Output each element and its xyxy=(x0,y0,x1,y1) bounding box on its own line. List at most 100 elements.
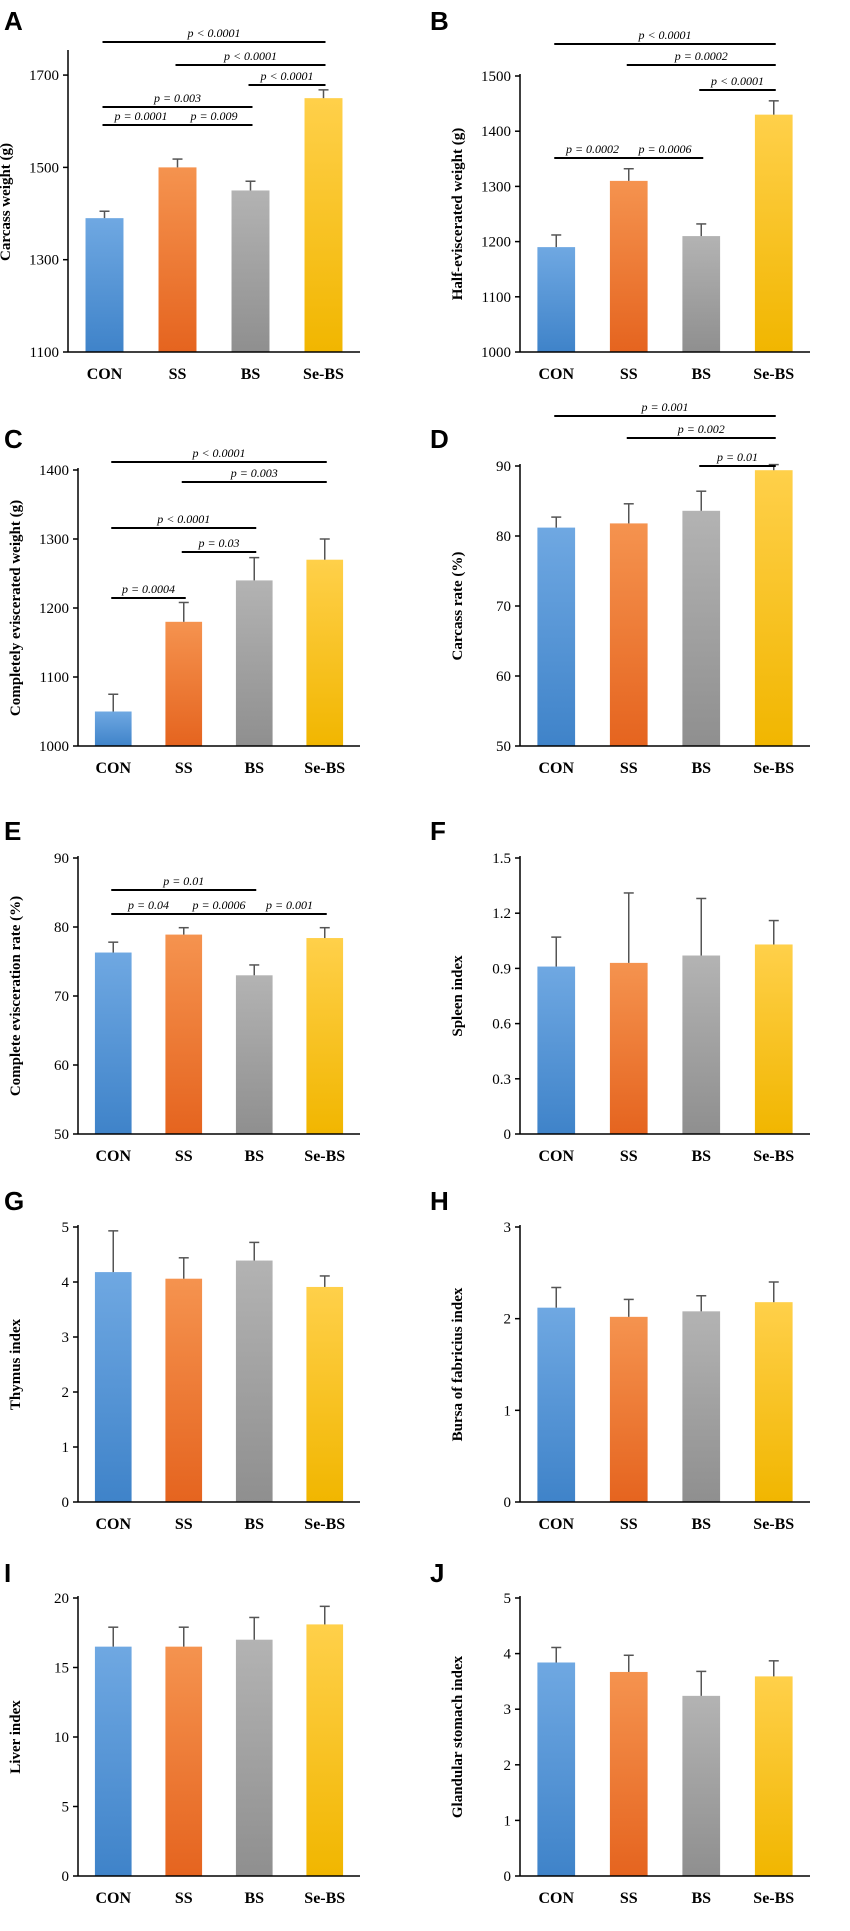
x-tick-label: SS xyxy=(175,1516,193,1533)
error-bar xyxy=(318,89,329,99)
x-tick-label: CON xyxy=(538,366,574,383)
error-bar xyxy=(768,100,779,115)
y-tick-label: 1300 xyxy=(481,179,511,195)
error-bar xyxy=(249,964,260,976)
panel-letter: F xyxy=(430,816,446,846)
error-bar xyxy=(623,167,634,181)
y-tick-label: 1100 xyxy=(40,670,69,686)
panel-j: J Glandular stomach index 0 1 2 3 4 5 CON SS BS Se-… xyxy=(430,1558,810,1907)
y-tick-label: 60 xyxy=(54,1058,69,1074)
significance-bracket: p = 0.003 xyxy=(181,466,327,483)
x-tick-label: SS xyxy=(175,760,193,777)
y-tick-label: 1700 xyxy=(29,68,59,84)
panel-letter: C xyxy=(4,424,23,454)
error-bar xyxy=(768,1660,779,1677)
p-value-label: p = 0.0006 xyxy=(637,142,691,156)
y-tick-label: 3 xyxy=(62,1330,70,1346)
bar-bs xyxy=(682,510,721,746)
p-value-label: p = 0.03 xyxy=(197,536,239,550)
y-tick-label: 1200 xyxy=(39,601,69,617)
panel-b: B Half-eviscerated weight (g) 1000 1100 1200… xyxy=(430,6,810,383)
y-tick-label: 1500 xyxy=(29,160,59,176)
significance-bracket: p = 0.0002 xyxy=(554,142,631,159)
x-tick-label: SS xyxy=(175,1148,193,1165)
error-bar xyxy=(768,919,779,945)
bar-se-bs xyxy=(754,470,793,746)
y-axis-label: Completely eviscerated weight (g) xyxy=(8,500,24,716)
y-axis-label: Thymus index xyxy=(8,1318,24,1410)
y-axis-label: Carcass weight (g) xyxy=(0,143,14,261)
panel-letter: I xyxy=(4,1558,11,1588)
y-tick-label: 1 xyxy=(62,1440,70,1456)
bar-ss xyxy=(165,621,203,746)
error-bar xyxy=(249,1616,260,1640)
error-bar xyxy=(319,538,330,560)
bar-bs xyxy=(682,236,721,352)
x-tick-label: CON xyxy=(538,760,574,777)
y-tick-label: 1200 xyxy=(481,235,511,251)
bar-ss xyxy=(165,1278,203,1502)
y-tick-label: 2 xyxy=(504,1312,512,1328)
bar-se-bs xyxy=(754,1302,793,1502)
y-tick-label: 70 xyxy=(496,599,511,615)
bar-con xyxy=(537,527,576,746)
p-value-label: p = 0.01 xyxy=(162,874,204,888)
p-value-label: p = 0.0002 xyxy=(674,49,728,63)
x-tick-label: CON xyxy=(95,1148,131,1165)
p-value-label: p = 0.0006 xyxy=(191,898,245,912)
y-tick-label: 4 xyxy=(62,1275,70,1291)
y-tick-label: 1 xyxy=(504,1813,512,1829)
p-value-label: p = 0.01 xyxy=(716,450,758,464)
x-tick-label: BS xyxy=(691,1890,711,1907)
error-bar xyxy=(768,1281,779,1303)
x-tick-label: CON xyxy=(538,1890,574,1907)
y-tick-label: 50 xyxy=(54,1127,69,1143)
error-bar xyxy=(245,180,256,191)
x-tick-label: SS xyxy=(620,1148,638,1165)
bar-con xyxy=(94,1272,132,1502)
bar-bs xyxy=(235,1639,273,1876)
y-tick-label: 0 xyxy=(504,1869,512,1885)
error-bar xyxy=(178,926,189,935)
y-tick-label: 0.3 xyxy=(492,1072,511,1088)
x-tick-label: Se-BS xyxy=(304,1516,345,1533)
error-bar xyxy=(108,1626,119,1647)
x-tick-label: Se-BS xyxy=(303,366,344,383)
y-tick-label: 1000 xyxy=(481,345,511,361)
bar-ss xyxy=(158,167,197,352)
y-axis-label: Spleen index xyxy=(450,955,466,1037)
error-bar xyxy=(623,503,634,524)
significance-bracket: p = 0.001 xyxy=(252,898,327,915)
x-tick-label: BS xyxy=(691,366,711,383)
y-tick-label: 3 xyxy=(504,1702,512,1718)
error-bar xyxy=(108,1230,119,1273)
p-value-label: p = 0.003 xyxy=(153,91,201,105)
panel-letter: H xyxy=(430,1186,449,1216)
y-tick-label: 1500 xyxy=(481,69,511,85)
x-tick-label: CON xyxy=(95,1890,131,1907)
bar-bs xyxy=(682,1311,721,1502)
error-bar xyxy=(551,1286,562,1308)
panel-letter: E xyxy=(4,816,21,846)
x-tick-label: CON xyxy=(95,760,131,777)
x-tick-label: Se-BS xyxy=(753,1148,794,1165)
y-tick-label: 0.9 xyxy=(492,961,511,977)
x-tick-label: SS xyxy=(620,366,638,383)
panel-letter: G xyxy=(4,1186,24,1216)
error-bar xyxy=(172,158,183,168)
error-bar xyxy=(178,601,189,622)
error-bar xyxy=(108,693,119,712)
significance-bracket: p = 0.0006 xyxy=(626,142,704,159)
y-tick-label: 0 xyxy=(62,1869,70,1885)
bar-se-bs xyxy=(306,559,344,746)
y-tick-label: 4 xyxy=(504,1647,512,1663)
error-bar xyxy=(108,941,119,953)
bar-se-bs xyxy=(754,114,793,352)
bar-ss xyxy=(609,1671,648,1876)
y-tick-label: 60 xyxy=(496,669,511,685)
panel-e: E Complete evisceration rate (%) 50 60 70 80 9… xyxy=(4,816,360,1165)
y-tick-label: 90 xyxy=(54,851,69,867)
panel-i: I Liver index 0 5 10 15 20 CON SS BS Se-BS xyxy=(4,1558,360,1907)
error-bar xyxy=(696,490,707,511)
